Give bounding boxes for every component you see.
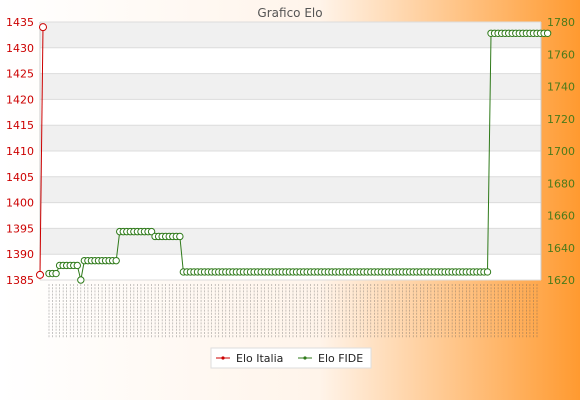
y-left-tick-label: 1385 [6,274,34,287]
elo-fide-point [543,29,552,37]
plot-band [40,22,541,48]
elo-italia-line [39,27,44,275]
y-left-tick-label: 1405 [6,171,34,184]
y-right-tick-label: 1760 [547,48,575,61]
y-left-tick-label: 1390 [6,248,34,261]
y-left-tick-label: 1420 [6,93,34,106]
elo-fide-point [176,232,184,241]
y-left-tick-label: 1435 [6,16,34,29]
plot-band [40,176,541,203]
elo-italia-point [39,23,47,32]
y-right-tick-label: 1680 [547,177,575,190]
elo-italia-point [36,270,44,279]
y-right-tick-label: 1740 [547,81,575,94]
y-right-tick-label: 1620 [547,274,575,287]
legend: Elo Italia Elo FIDE [210,347,372,369]
series-elo-fide [45,29,552,284]
legend-dot-elo-italia [221,356,225,360]
y-left-tick-label: 1410 [6,145,34,158]
y-right-tick-label: 1780 [547,16,575,29]
x-axis-labels [48,284,538,338]
y-left-tick-label: 1415 [6,119,34,132]
plot-band [40,228,541,255]
plot-band [40,73,541,100]
y-right-tick-label: 1640 [547,242,575,255]
legend-label-elo-italia: Elo Italia [236,352,283,365]
elo-fide-point [483,268,492,276]
y-left-tick-label: 1425 [6,68,34,81]
elo-fide-point [112,256,120,265]
legend-label-elo-fide: Elo FIDE [318,352,363,365]
y-right-tick-label: 1660 [547,210,575,223]
y-right-tick-label: 1720 [547,113,575,126]
y-axis-left: 1385 1390 1395 1400 1405 1410 1415 1420 1425 1430… [6,16,34,287]
y-right-tick-label: 1700 [547,145,575,158]
elo-fide-point [147,227,156,236]
y-axis-right: 1620 1640 1660 1680 1700 1720 1740 1760 1780 [547,16,575,287]
elo-fide-point [77,276,85,284]
elo-fide-point [52,269,60,278]
y-left-tick-label: 1400 [6,197,34,210]
elo-fide-point [73,261,81,270]
chart-title: Grafico Elo [257,6,322,20]
y-left-tick-label: 1430 [6,42,34,55]
legend-box [210,347,372,369]
y-left-tick-label: 1395 [6,222,34,235]
series-elo-italia [36,23,47,279]
plot-band [40,125,541,151]
legend-dot-elo-fide [303,356,307,360]
